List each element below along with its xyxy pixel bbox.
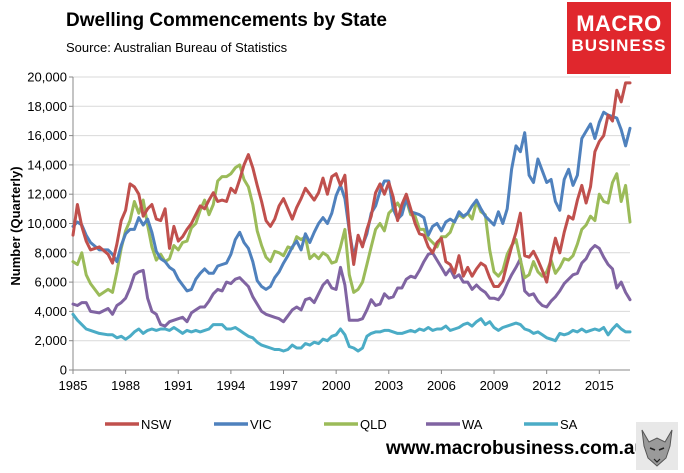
series-lines xyxy=(71,81,632,353)
y-tick-label: 10,000 xyxy=(27,216,67,231)
y-tick-label: 12,000 xyxy=(27,187,67,202)
x-tick-label: 1991 xyxy=(164,378,193,393)
x-tick-label: 1988 xyxy=(111,378,140,393)
series-line-qld xyxy=(71,163,632,297)
x-tick-label: 2015 xyxy=(585,378,614,393)
legend-label-nsw: NSW xyxy=(141,417,172,432)
x-tick-label: 1997 xyxy=(269,378,298,393)
y-tick-label: 20,000 xyxy=(27,70,67,85)
tick-labels: 0 2,000 4,000 6,000 8,000 10,000 12,000 14,000 1… xyxy=(27,70,614,394)
x-tick-label: 2000 xyxy=(322,378,351,393)
wolf-logo-icon xyxy=(636,422,678,470)
legend: NSW VIC QLD WA SA xyxy=(105,417,578,432)
y-tick-label: 18,000 xyxy=(27,99,67,114)
y-tick-label: 2,000 xyxy=(34,333,67,348)
x-tick-label: 1985 xyxy=(59,378,88,393)
x-tick-label: 2006 xyxy=(427,378,456,393)
gridlines xyxy=(73,76,630,342)
legend-label-sa: SA xyxy=(560,417,578,432)
legend-label-qld: QLD xyxy=(360,417,387,432)
x-tick-label: 1994 xyxy=(216,378,245,393)
logo-line-1: MACRO xyxy=(576,11,662,36)
legend-label-wa: WA xyxy=(462,417,483,432)
series-line-nsw xyxy=(71,81,632,288)
series-line-wa xyxy=(71,244,632,328)
x-tick-label: 2009 xyxy=(480,378,509,393)
series-line-vic xyxy=(71,110,632,293)
series-line-sa xyxy=(71,312,632,353)
axes xyxy=(69,76,630,374)
y-tick-label: 6,000 xyxy=(34,275,67,290)
y-axis-label: Number (Quarterly) xyxy=(8,166,23,285)
y-tick-label: 14,000 xyxy=(27,157,67,172)
logo-line-2: BUSINESS xyxy=(571,36,667,55)
chart-source: Source: Australian Bureau of Statistics xyxy=(66,40,288,55)
y-tick-label: 8,000 xyxy=(34,245,67,260)
y-tick-label: 0 xyxy=(60,363,67,378)
x-tick-label: 2012 xyxy=(532,378,561,393)
y-tick-label: 16,000 xyxy=(27,128,67,143)
x-tick-label: 2003 xyxy=(374,378,403,393)
chart-title: Dwelling Commencements by State xyxy=(66,10,387,31)
macrobusiness-logo[interactable]: MACRO BUSINESS xyxy=(567,2,671,74)
website-url[interactable]: www.macrobusiness.com.au xyxy=(386,438,647,459)
legend-label-vic: VIC xyxy=(250,417,272,432)
y-tick-label: 4,000 xyxy=(34,304,67,319)
